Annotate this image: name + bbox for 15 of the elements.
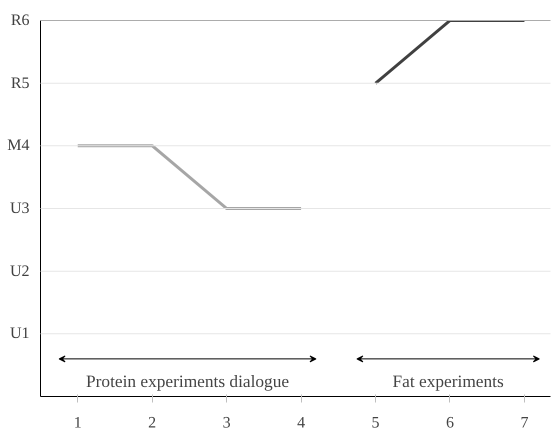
x-tick-label: 2 <box>148 414 156 430</box>
x-tick-label: 4 <box>297 414 306 430</box>
ref-line-label: R6 <box>10 12 30 29</box>
x-tick-label: 1 <box>74 414 82 430</box>
ref-line-label: R5 <box>10 74 30 92</box>
ref-line-label: U2 <box>10 262 30 280</box>
annotation: Fat experiments <box>392 372 504 391</box>
annotation: Protein experiments dialogue <box>86 372 290 391</box>
ref-line-label: U1 <box>10 325 30 342</box>
x-tick-label: 7 <box>520 414 528 430</box>
ref-line-label: U3 <box>10 200 30 217</box>
x-tick-label: 5 <box>372 414 380 430</box>
ref-line-label: M4 <box>7 137 30 154</box>
x-tick-label: 6 <box>446 414 454 430</box>
x-tick-label: 3 <box>222 414 231 430</box>
